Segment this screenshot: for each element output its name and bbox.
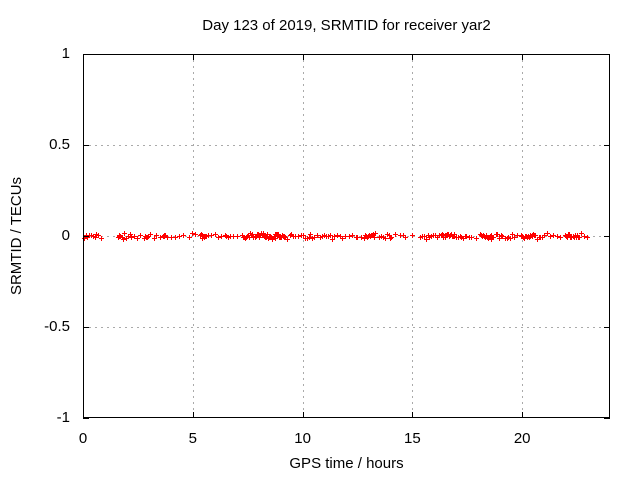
x-tick-label: 5 — [188, 430, 197, 447]
y-tick-label: -1 — [56, 409, 70, 426]
plot-area — [82, 54, 610, 419]
x-tick-label: 10 — [294, 430, 311, 447]
x-tick-label: 0 — [78, 430, 88, 447]
data-series-markers — [82, 231, 590, 242]
y-tick-label: 1 — [61, 45, 70, 62]
x-tick-label: 15 — [404, 430, 421, 447]
x-axis-label: GPS time / hours — [289, 455, 404, 472]
y-tick-label: 0 — [61, 227, 70, 244]
y-tick-label: 0.5 — [49, 136, 70, 153]
x-tick-label: 20 — [513, 430, 531, 447]
y-tick-label: -0.5 — [44, 318, 70, 335]
chart-title: Day 123 of 2019, SRMTID for receiver yar… — [202, 17, 491, 34]
plot-border — [83, 54, 610, 418]
plot-canvas — [82, 54, 610, 419]
